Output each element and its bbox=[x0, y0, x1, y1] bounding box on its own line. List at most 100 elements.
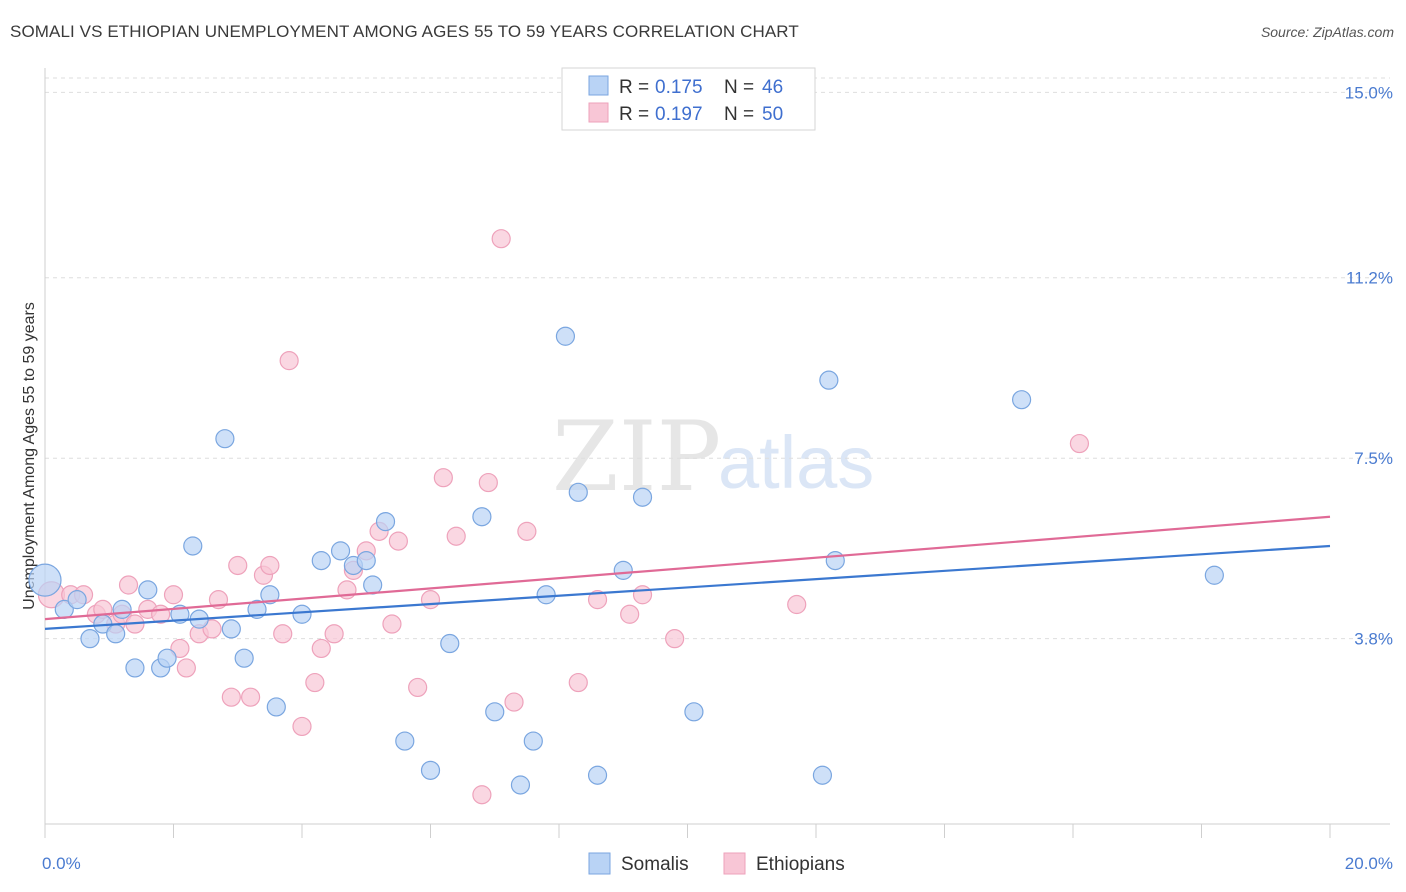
watermark-atlas: atlas bbox=[718, 421, 874, 504]
ethiopian-point bbox=[388, 531, 408, 551]
somali-point bbox=[112, 599, 132, 619]
legend-r-value-somalis: 0.175 bbox=[655, 77, 703, 98]
ethiopian-point bbox=[632, 585, 653, 605]
axes bbox=[44, 68, 1390, 825]
ethiopian-point bbox=[202, 619, 222, 639]
ethiopian-point bbox=[273, 624, 293, 644]
somali-point bbox=[363, 575, 383, 595]
somali-point bbox=[555, 326, 576, 346]
legend-n-label-ethiopians: N = bbox=[724, 104, 754, 125]
somali-point bbox=[330, 541, 351, 561]
somali-point bbox=[266, 697, 286, 717]
legend-swatch-ethiopians bbox=[588, 102, 609, 123]
somali-point bbox=[613, 560, 633, 580]
source-credit: Source: ZipAtlas.com bbox=[1260, 24, 1394, 40]
y-tick-label: 7.5% bbox=[1354, 449, 1393, 468]
series-ethiopians bbox=[37, 229, 1090, 805]
ethiopian-point bbox=[408, 677, 428, 698]
ethiopian-point bbox=[433, 468, 453, 488]
ethiopian-point bbox=[665, 629, 685, 649]
ethiopian-point bbox=[491, 229, 511, 249]
ethiopian-point bbox=[260, 555, 280, 576]
ethiopian-point bbox=[241, 687, 261, 707]
ethiopian-point bbox=[1069, 433, 1090, 454]
somali-point bbox=[536, 585, 556, 605]
somali-point bbox=[819, 370, 839, 390]
ethiopian-point bbox=[787, 594, 807, 615]
chart-title: SOMALI VS ETHIOPIAN UNEMPLOYMENT AMONG A… bbox=[10, 22, 799, 41]
legend-n-label-somalis: N = bbox=[724, 77, 754, 98]
somali-point bbox=[472, 507, 492, 527]
somali-point bbox=[215, 429, 235, 449]
ethiopian-point bbox=[292, 716, 312, 737]
bottom-swatch-somalis bbox=[588, 852, 611, 875]
somali-point bbox=[28, 563, 62, 597]
somali-point bbox=[138, 580, 158, 600]
somali-point bbox=[260, 585, 280, 605]
ethiopian-point bbox=[221, 687, 241, 707]
ethiopian-point bbox=[382, 614, 402, 634]
somali-point bbox=[510, 775, 531, 795]
trend-line-somalis bbox=[44, 544, 1331, 631]
ethiopian-point bbox=[620, 604, 640, 624]
somali-point bbox=[587, 765, 608, 785]
legend-swatch-somalis bbox=[588, 75, 609, 96]
legend-r-label-somalis: R = bbox=[619, 77, 649, 98]
y-tick-label: 15.0% bbox=[1345, 83, 1393, 102]
trend-lines bbox=[44, 515, 1331, 631]
legend-r-value-ethiopians: 0.197 bbox=[655, 104, 703, 125]
somali-point bbox=[67, 590, 87, 610]
somali-point bbox=[221, 619, 241, 639]
ethiopian-point bbox=[163, 585, 184, 605]
somali-point bbox=[106, 624, 126, 644]
series-somalis bbox=[28, 326, 1224, 795]
somali-point bbox=[825, 551, 845, 571]
ethiopian-point bbox=[311, 638, 331, 659]
somali-point bbox=[125, 658, 145, 678]
somali-point bbox=[234, 648, 254, 668]
somali-point bbox=[420, 760, 441, 780]
somali-point bbox=[80, 629, 100, 649]
legend-n-value-ethiopians: 50 bbox=[762, 104, 783, 125]
bottom-swatch-ethiopians bbox=[723, 852, 746, 875]
ethiopian-point bbox=[587, 590, 608, 610]
somali-point bbox=[292, 604, 312, 624]
somali-point bbox=[157, 648, 177, 668]
trend-line-ethiopians bbox=[44, 515, 1331, 621]
series-legend: Somalis Ethiopians bbox=[588, 852, 845, 875]
y-axis-label: Unemployment Among Ages 55 to 59 years bbox=[21, 302, 38, 610]
ethiopian-point bbox=[176, 658, 196, 678]
ethiopian-point bbox=[504, 692, 524, 712]
ethiopian-point bbox=[568, 672, 588, 693]
x-tick-label: 20.0% bbox=[1345, 854, 1393, 873]
x-tick-label: 0.0% bbox=[42, 854, 81, 873]
x-tick-labels: 0.0% 20.0% bbox=[42, 854, 1393, 873]
somali-point bbox=[395, 731, 415, 751]
somali-point bbox=[1011, 390, 1032, 410]
bottom-legend-somalis: Somalis bbox=[621, 854, 689, 875]
somali-point bbox=[1204, 565, 1224, 585]
ethiopian-point bbox=[170, 638, 190, 659]
somali-point bbox=[183, 536, 203, 556]
somali-point bbox=[356, 551, 376, 571]
bottom-legend-ethiopians: Ethiopians bbox=[756, 854, 845, 875]
somali-point bbox=[485, 702, 505, 722]
somali-point bbox=[812, 765, 833, 785]
ethiopian-point bbox=[472, 785, 492, 805]
somali-point bbox=[523, 731, 543, 751]
ethiopian-point bbox=[279, 351, 299, 371]
x-ticks bbox=[44, 824, 1331, 838]
ethiopian-point bbox=[305, 672, 325, 693]
ethiopian-point bbox=[228, 555, 248, 576]
somali-point bbox=[375, 511, 396, 532]
somali-point bbox=[684, 702, 704, 722]
ethiopian-point bbox=[420, 590, 441, 610]
ethiopian-point bbox=[324, 624, 344, 644]
ethiopian-point bbox=[517, 521, 537, 541]
somali-point bbox=[440, 633, 460, 654]
stats-legend: R = 0.175 N = 46 R = 0.197 N = 50 bbox=[561, 67, 816, 131]
legend-r-label-ethiopians: R = bbox=[619, 104, 649, 125]
legend-n-value-somalis: 46 bbox=[762, 77, 783, 98]
ethiopian-point bbox=[446, 526, 466, 546]
